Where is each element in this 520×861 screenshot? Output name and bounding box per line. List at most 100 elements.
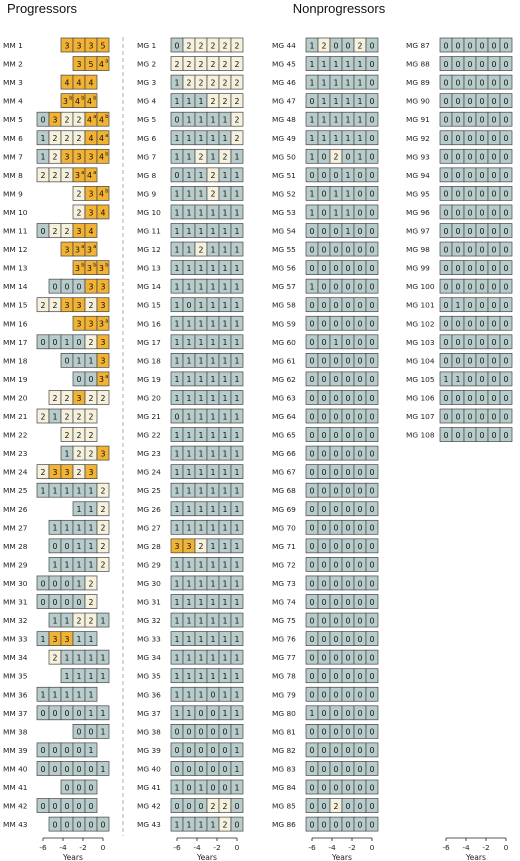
cell-value: 0: [456, 264, 461, 273]
cell-value: 1: [211, 561, 216, 570]
cell-value: 0: [444, 338, 449, 347]
cell-value: 1: [175, 653, 180, 662]
row-label: MG 59: [272, 319, 296, 328]
table-row: MM 13 3 b 3 b 3 b: [3, 260, 110, 275]
row-label: MG 12: [137, 245, 161, 254]
cell-value: 0: [358, 394, 363, 403]
table-row: MG 36 1 1 1 0 1 1: [137, 686, 244, 702]
cell-value: 0: [199, 802, 204, 811]
x-axis-3: -6 -4 -2 0 Years: [308, 837, 375, 861]
cell-value: 0: [310, 561, 315, 570]
cell-value: 1: [223, 431, 228, 440]
row-label: MG 101: [406, 301, 435, 310]
value-cell: [365, 557, 379, 572]
value-cell: [230, 390, 244, 405]
cell-value: 0: [444, 171, 449, 180]
cell-value: 2: [89, 394, 94, 403]
cell-value: 1: [211, 208, 216, 217]
cell-value: 0: [358, 412, 363, 421]
cell-value: 0: [346, 635, 351, 644]
cell-value: 1: [235, 468, 240, 477]
cell-value: 1: [199, 820, 204, 829]
cell-value: 0: [492, 412, 497, 421]
table-row: MG 58 0 0 0 0 0 0: [272, 297, 379, 313]
table-row: MG 39 0 0 0 0 0 1: [137, 742, 244, 758]
cell-value: 0: [492, 208, 497, 217]
table-row: MM 28 0 0 1 1 2: [3, 538, 110, 554]
cell-value: 1: [223, 524, 228, 533]
cell-value: 1: [235, 301, 240, 310]
cell-value: 0: [358, 264, 363, 273]
cell-value: 0: [322, 153, 327, 162]
cell-value: 0: [65, 579, 70, 588]
value-cell: [84, 223, 98, 238]
row-label: MG 5: [137, 115, 156, 124]
row-label: MG 60: [272, 338, 296, 347]
cell-value: 2: [65, 171, 70, 180]
row-label: MG 9: [137, 189, 156, 198]
cell-value: 0: [504, 134, 509, 143]
tick-label: -4: [59, 843, 67, 852]
cell-value: 4: [75, 97, 80, 106]
cell-value: 1: [65, 616, 70, 625]
cell-value: 0: [322, 691, 327, 700]
cell-value: 1: [223, 579, 228, 588]
row-label: MG 25: [137, 486, 161, 495]
cell-value: 0: [199, 746, 204, 755]
cell-value: 0: [346, 357, 351, 366]
row-label: MM 31: [3, 598, 28, 607]
cell-value: 1: [211, 134, 216, 143]
row-label: MM 35: [3, 672, 28, 681]
cell-value: 0: [53, 598, 58, 607]
row-label: MG 73: [272, 579, 296, 588]
cell-value: 1: [211, 820, 216, 829]
cell-value: 0: [504, 190, 509, 199]
value-cell: [365, 260, 379, 275]
cell-superscript: b: [105, 188, 108, 194]
cell-value: 0: [358, 783, 363, 792]
cell-value: 1: [53, 524, 58, 533]
cell-value: 2: [223, 60, 228, 69]
panel-4: MG 87 0 0 0 0 0 0MG 88 0 0 0 0 0 0MG 89 0 0 0 0 0 0MG 90 0 0…: [406, 37, 513, 861]
cell-value: 1: [41, 691, 46, 700]
row-label: MG 32: [137, 616, 161, 625]
value-cell: [96, 130, 110, 146]
row-label: MG 45: [272, 60, 296, 69]
cell-value: 3: [87, 264, 92, 273]
cell-value: 0: [358, 691, 363, 700]
table-row: MG 65 0 0 0 0 0 0: [272, 427, 379, 442]
cell-value: 0: [444, 134, 449, 143]
row-label: MG 71: [272, 542, 296, 551]
cell-value: 2: [199, 60, 204, 69]
cell-value: 2: [65, 431, 70, 440]
cell-value: 0: [504, 431, 509, 440]
cell-value: 1: [65, 487, 70, 496]
cell-value: 2: [65, 134, 70, 143]
cell-value: 0: [310, 635, 315, 644]
cell-value: 1: [211, 320, 216, 329]
cell-value: 0: [358, 468, 363, 477]
cell-value: 1: [310, 41, 315, 50]
x-axis-label: Years: [62, 853, 83, 861]
cell-value: 3: [77, 394, 82, 403]
cell-value: 0: [456, 171, 461, 180]
cell-value: 0: [504, 264, 509, 273]
cell-value: 0: [77, 282, 82, 291]
row-label: MM 15: [3, 301, 28, 310]
cell-value: 0: [310, 542, 315, 551]
row-label: MG 2: [137, 60, 156, 69]
cell-value: 2: [211, 97, 216, 106]
cell-value: 0: [77, 765, 82, 774]
cell-value: 0: [358, 375, 363, 384]
cell-value: 1: [235, 598, 240, 607]
cell-value: 1: [358, 134, 363, 143]
x-axis-1: -6 -4 -2 0 Years: [39, 837, 106, 861]
cell-value: 0: [334, 746, 339, 755]
cell-value: 0: [370, 505, 375, 514]
value-cell: [230, 353, 244, 368]
cell-value: 2: [211, 190, 216, 199]
table-row: MG 30 1 1 1 1 1 1: [137, 575, 244, 591]
cell-value: 0: [310, 245, 315, 254]
cell-value: 1: [346, 116, 351, 125]
